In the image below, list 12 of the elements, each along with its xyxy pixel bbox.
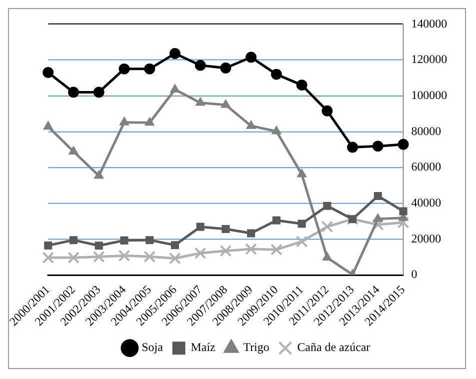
legend-label: Caña de azúcar (297, 340, 370, 354)
y-tick-label: 60000 (411, 160, 442, 174)
y-tick-label: 0 (411, 267, 418, 282)
legend-label: Soja (142, 340, 164, 354)
legend-label: Trigo (243, 340, 270, 354)
y-tick-label: 140000 (411, 16, 448, 30)
legend-label: Maíz (190, 340, 216, 354)
y-tick-label: 80000 (411, 124, 442, 138)
y-tick-label: 100000 (411, 88, 448, 102)
y-tick-label: 40000 (411, 195, 442, 210)
y-tick-label: 20000 (411, 231, 442, 246)
y-tick-label: 120000 (411, 52, 448, 66)
